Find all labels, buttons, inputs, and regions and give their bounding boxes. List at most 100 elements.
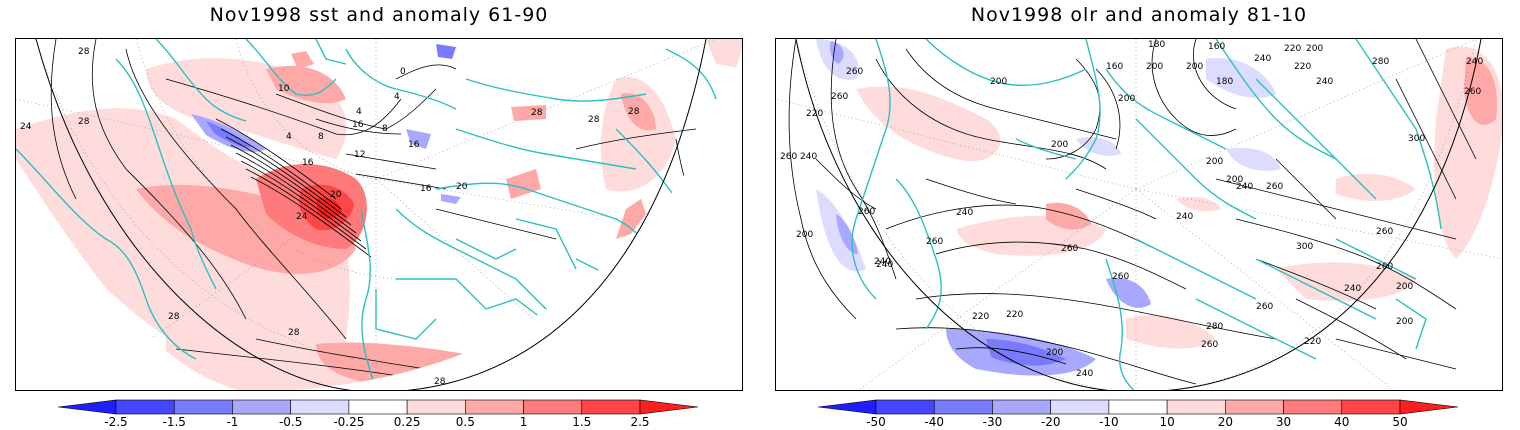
- olr-colorbar-swatch: [1050, 399, 1110, 415]
- left-map-title: Nov1998 sst and anomaly 61-90: [209, 4, 549, 26]
- contour-label: 260: [1376, 227, 1393, 237]
- contour-label: 260: [1464, 87, 1481, 97]
- contour-label: 200: [1206, 157, 1223, 167]
- contour-label: 240: [1076, 369, 1093, 379]
- contour-label: 200: [1226, 175, 1243, 185]
- contour-label: 260: [1266, 182, 1283, 192]
- contour-label: 16: [420, 184, 432, 194]
- sst-colorbar-arrow-low: [58, 399, 117, 415]
- contour-label: 220: [806, 109, 823, 119]
- contour-label: 240: [1236, 182, 1253, 192]
- contour-label: 160: [1208, 42, 1225, 52]
- contour-label: 16: [408, 140, 420, 150]
- sst-map-canvas: 28 24 28 10 4 8 4 0 4 8 12 16 20 24 16 2…: [16, 39, 742, 390]
- olr-colorbar-swatch: [875, 399, 935, 415]
- anomaly-region-greenland-ne: [436, 44, 456, 59]
- olr-colorbar-arrow-high: [1399, 399, 1459, 415]
- sst-contours: [50, 39, 717, 390]
- olr-colorbar-swatch: [1341, 399, 1401, 415]
- anomaly-region-atlantic-mid: [1046, 202, 1091, 230]
- sst-contour-labels: 28 24 28 10 4 8 4 0 4 8 12 16 20 24 16 2…: [20, 47, 640, 387]
- anomaly-region-pacific-mid: [1464, 58, 1497, 125]
- olr-colorbar-swatch: [992, 399, 1051, 415]
- contour-label: 4: [356, 107, 362, 117]
- olr-colorbar-tick-label: 50: [1392, 415, 1407, 428]
- sst-colorbar-tick-label: -1.5: [163, 415, 186, 428]
- olr-colorbar-swatch: [1283, 399, 1343, 415]
- contour-label: 24: [20, 122, 32, 132]
- contour-label: 180: [1216, 77, 1233, 87]
- contour-label: 260: [926, 237, 943, 247]
- contour-label: 28: [531, 108, 543, 118]
- anomaly-region-ice-blue: [1206, 58, 1276, 99]
- contour-label: 220: [1284, 44, 1301, 54]
- contour-label: 240: [1254, 54, 1271, 64]
- olr-colorbar-tick-label: -10: [1099, 415, 1119, 428]
- contour-label: 220: [1006, 310, 1023, 320]
- contour-label: 260: [831, 92, 848, 102]
- olr-colorbar-swatch: [1225, 399, 1284, 415]
- olr-map-canvas: 180 160 220 200 240 280 240 200 160 180 …: [776, 39, 1502, 390]
- anomaly-region-baltic: [406, 129, 431, 149]
- sst-colorbar-swatch: [523, 399, 583, 415]
- contour-label: 260: [846, 67, 863, 77]
- olr-colorbar-tick-label: 40: [1334, 415, 1349, 428]
- contour-label: 240: [800, 152, 817, 162]
- contour-label: 0: [400, 67, 406, 77]
- sst-anomaly-map: 28 24 28 10 4 8 4 0 4 8 12 16 20 24 16 2…: [15, 38, 743, 391]
- anomaly-region-tibet-blue: [1226, 147, 1281, 171]
- sst-colorbar-swatch: [348, 399, 408, 415]
- anomaly-region-atlantic-wide: [16, 108, 350, 373]
- anomaly-region-asia-blue: [1076, 137, 1121, 156]
- contour-label: 20: [456, 182, 468, 192]
- contour-label: 200: [1118, 94, 1135, 104]
- anomaly-region-med: [441, 194, 461, 204]
- contour-label: 200: [1046, 348, 1063, 358]
- anomaly-region-pacific-mid: [621, 93, 656, 131]
- anomaly-region-canada: [856, 86, 1001, 161]
- contour-label: 260: [1256, 302, 1273, 312]
- contour-label: 16: [302, 158, 314, 168]
- sst-colorbar-tick-label: 1.5: [572, 415, 591, 428]
- contour-label: 220: [1294, 62, 1311, 72]
- olr-colorbar-arrow-low: [818, 399, 877, 415]
- contour-label: 200: [1396, 282, 1413, 292]
- contour-label: 240: [874, 257, 891, 267]
- sst-colorbar-tick-label: -0.25: [333, 415, 364, 428]
- map-boundary: [35, 39, 707, 390]
- sst-colorbar-swatch: [465, 399, 524, 415]
- sst-colorbar-swatch: [406, 399, 466, 415]
- contour-label: 24: [296, 212, 308, 222]
- olr-contour-labels: 180 160 220 200 240 280 240 200 160 180 …: [780, 40, 1483, 379]
- olr-anomaly-map: 180 160 220 200 240 280 240 200 160 180 …: [775, 38, 1503, 391]
- sst-colorbar-swatch: [232, 399, 291, 415]
- sst-colorbar-swatch: [290, 399, 350, 415]
- graticule: [776, 39, 1502, 390]
- contour-label: 200: [1051, 140, 1068, 150]
- contour-label: 20: [330, 190, 342, 200]
- contour-label: 8: [382, 124, 388, 134]
- anomaly-region-labrador-core: [206, 121, 251, 148]
- contour-label: 28: [168, 312, 180, 322]
- anomaly-region-kamchatka: [616, 199, 646, 239]
- anomaly-region-east-red: [1276, 262, 1416, 301]
- contour-label: 28: [78, 117, 90, 127]
- graticule: [16, 39, 742, 390]
- anomaly-region-pacific: [600, 77, 676, 192]
- right-map-title: Nov1998 olr and anomaly 81-10: [970, 4, 1308, 26]
- anomaly-region-arctic-small: [511, 105, 546, 121]
- anomaly-region-north-mid: [266, 65, 346, 104]
- sst-colorbar-tick-label: 1: [520, 415, 528, 428]
- contour-label: 28: [78, 47, 90, 57]
- sst-colorbar-swatch: [173, 399, 233, 415]
- contour-label: 28: [628, 107, 640, 117]
- contour-label: 28: [434, 377, 446, 387]
- anomaly-region-med-red: [1176, 197, 1221, 212]
- contour-label: 260: [1376, 262, 1393, 272]
- anomaly-region-eastasia: [506, 169, 541, 199]
- contour-label: 180: [1148, 40, 1165, 50]
- olr-colorbar-swatch: [933, 399, 993, 415]
- sst-colorbar-tick-label: 0.5: [456, 415, 475, 428]
- olr-colorbar-tick-label: -40: [924, 415, 944, 428]
- contour-label: 200: [1396, 317, 1413, 327]
